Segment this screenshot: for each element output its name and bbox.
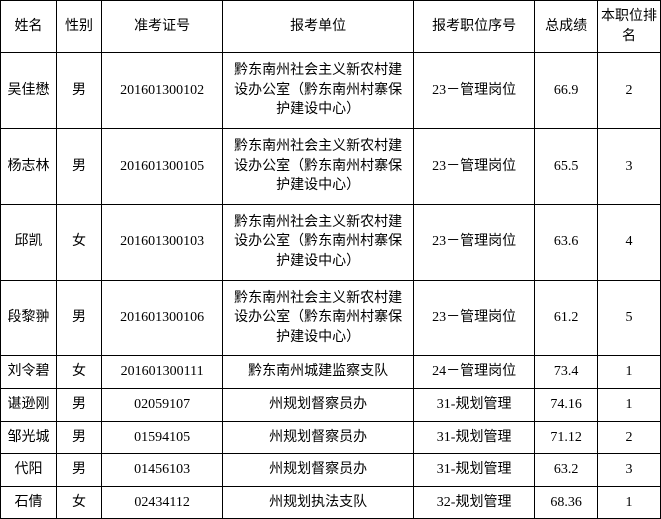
header-gender: 性别 [57,1,102,53]
table-row: 吴佳懋 男 201601300102 黔东南州社会主义新农村建设办公室（黔东南州… [1,53,661,129]
table-row: 段黎翀 男 201601300106 黔东南州社会主义新农村建设办公室（黔东南州… [1,280,661,356]
cell-score: 66.9 [535,53,598,129]
table-row: 杨志林 男 201601300105 黔东南州社会主义新农村建设办公室（黔东南州… [1,128,661,204]
table-body: 吴佳懋 男 201601300102 黔东南州社会主义新农村建设办公室（黔东南州… [1,53,661,519]
cell-rank: 3 [598,128,661,204]
cell-rank: 3 [598,454,661,487]
cell-rank: 4 [598,204,661,280]
cell-name: 段黎翀 [1,280,57,356]
header-unit: 报考单位 [223,1,414,53]
header-name: 姓名 [1,1,57,53]
cell-score: 73.4 [535,356,598,389]
cell-gender: 男 [57,421,102,454]
header-admit-no: 准考证号 [102,1,223,53]
cell-unit: 州规划督察员办 [223,388,414,421]
table-row: 谌逊刚 男 02059107 州规划督察员办 31-规划管理 74.16 1 [1,388,661,421]
header-rank: 本职位排名 [598,1,661,53]
cell-rank: 1 [598,388,661,421]
cell-unit: 州规划执法支队 [223,486,414,519]
cell-name: 邹光城 [1,421,57,454]
header-score: 总成绩 [535,1,598,53]
cell-score: 63.6 [535,204,598,280]
cell-score: 61.2 [535,280,598,356]
cell-score: 63.2 [535,454,598,487]
cell-admit-no: 201601300105 [102,128,223,204]
cell-score: 71.12 [535,421,598,454]
cell-rank: 1 [598,486,661,519]
cell-gender: 男 [57,388,102,421]
cell-name: 邱凯 [1,204,57,280]
exam-results-table: 姓名 性别 准考证号 报考单位 报考职位序号 总成绩 本职位排名 吴佳懋 男 2… [0,0,661,519]
cell-rank: 1 [598,356,661,389]
cell-name: 代阳 [1,454,57,487]
cell-position: 31-规划管理 [414,454,535,487]
cell-admit-no: 01594105 [102,421,223,454]
table-header-row: 姓名 性别 准考证号 报考单位 报考职位序号 总成绩 本职位排名 [1,1,661,53]
cell-admit-no: 201601300111 [102,356,223,389]
cell-score: 65.5 [535,128,598,204]
cell-position: 23－管理岗位 [414,204,535,280]
cell-name: 谌逊刚 [1,388,57,421]
cell-rank: 2 [598,53,661,129]
cell-gender: 男 [57,454,102,487]
cell-name: 杨志林 [1,128,57,204]
header-position: 报考职位序号 [414,1,535,53]
cell-unit: 黔东南州社会主义新农村建设办公室（黔东南州村寨保护建设中心） [223,204,414,280]
cell-gender: 男 [57,53,102,129]
cell-admit-no: 02434112 [102,486,223,519]
table-row: 邱凯 女 201601300103 黔东南州社会主义新农村建设办公室（黔东南州村… [1,204,661,280]
cell-admit-no: 201601300102 [102,53,223,129]
cell-admit-no: 02059107 [102,388,223,421]
cell-admit-no: 01456103 [102,454,223,487]
cell-unit: 州规划督察员办 [223,454,414,487]
cell-score: 68.36 [535,486,598,519]
cell-unit: 黔东南州社会主义新农村建设办公室（黔东南州村寨保护建设中心） [223,280,414,356]
cell-name: 刘令碧 [1,356,57,389]
cell-position: 23－管理岗位 [414,128,535,204]
cell-score: 74.16 [535,388,598,421]
cell-position: 24－管理岗位 [414,356,535,389]
cell-position: 32-规划管理 [414,486,535,519]
cell-admit-no: 201601300106 [102,280,223,356]
cell-unit: 黔东南州城建监察支队 [223,356,414,389]
cell-gender: 男 [57,280,102,356]
cell-gender: 女 [57,204,102,280]
cell-name: 吴佳懋 [1,53,57,129]
cell-unit: 黔东南州社会主义新农村建设办公室（黔东南州村寨保护建设中心） [223,53,414,129]
cell-gender: 女 [57,486,102,519]
table-row: 代阳 男 01456103 州规划督察员办 31-规划管理 63.2 3 [1,454,661,487]
cell-gender: 男 [57,128,102,204]
cell-unit: 州规划督察员办 [223,421,414,454]
cell-admit-no: 201601300103 [102,204,223,280]
table-row: 刘令碧 女 201601300111 黔东南州城建监察支队 24－管理岗位 73… [1,356,661,389]
cell-rank: 5 [598,280,661,356]
cell-rank: 2 [598,421,661,454]
table-row: 邹光城 男 01594105 州规划督察员办 31-规划管理 71.12 2 [1,421,661,454]
cell-position: 31-规划管理 [414,421,535,454]
cell-position: 23－管理岗位 [414,280,535,356]
cell-position: 31-规划管理 [414,388,535,421]
table-row: 石倩 女 02434112 州规划执法支队 32-规划管理 68.36 1 [1,486,661,519]
cell-name: 石倩 [1,486,57,519]
cell-position: 23－管理岗位 [414,53,535,129]
cell-gender: 女 [57,356,102,389]
cell-unit: 黔东南州社会主义新农村建设办公室（黔东南州村寨保护建设中心） [223,128,414,204]
